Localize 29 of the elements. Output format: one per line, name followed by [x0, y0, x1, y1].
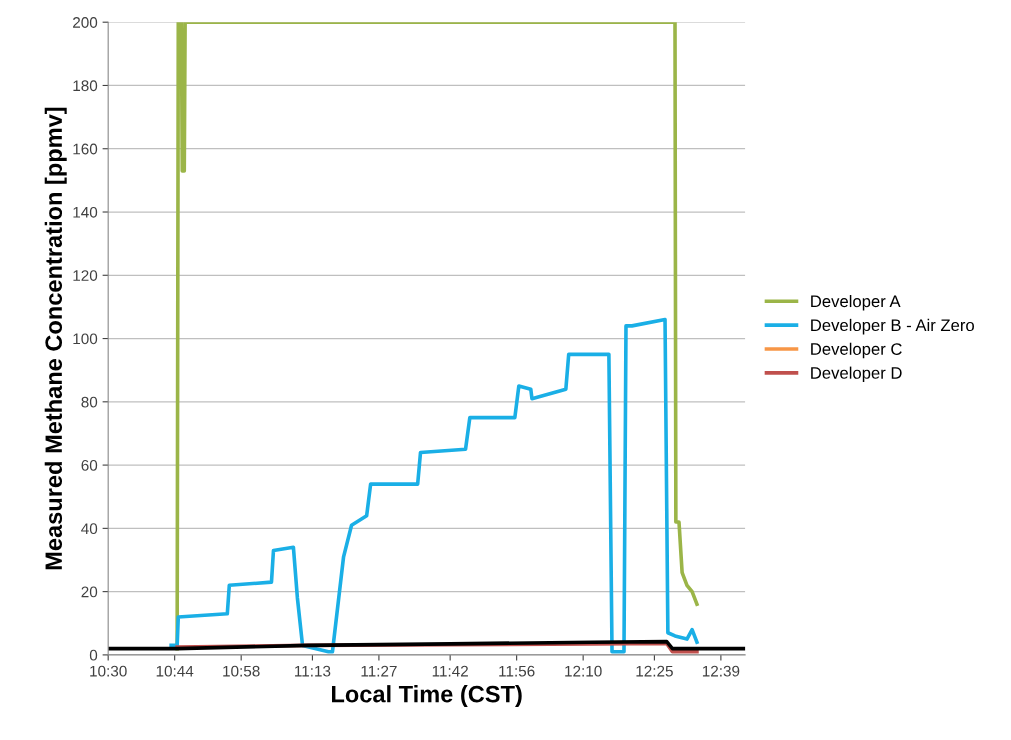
y-tick-label: 20 — [81, 586, 98, 598]
x-tick-label: 11:13 — [295, 665, 331, 677]
y-tick-label: 200 — [73, 17, 98, 28]
x-tick-label: 12:10 — [565, 665, 602, 677]
y-tick-label: 60 — [81, 459, 98, 471]
x-tick-label: 10:30 — [90, 665, 127, 677]
y-tick-label: 0 — [89, 649, 98, 661]
y-tick-label: 80 — [81, 396, 98, 408]
legend-label: Developer A — [811, 294, 901, 311]
y-tick-label: 160 — [73, 143, 98, 155]
x-tick-label: 11:42 — [432, 665, 468, 677]
x-tick-label: 11:27 — [361, 665, 397, 677]
y-axis-title: Measured Methane Concentration [ppmv] — [44, 107, 67, 570]
y-tick-label: 140 — [73, 206, 98, 218]
legend-label: Developer C — [811, 342, 902, 359]
line-series — [108, 639, 746, 651]
y-tick-label: 100 — [73, 333, 98, 345]
y-tick-label: 40 — [81, 523, 98, 535]
y-tick-label: 120 — [73, 270, 98, 281]
x-tick-label: 12:39 — [702, 665, 740, 677]
legend-label: Developer D — [811, 366, 902, 383]
x-tick-label: 10:44 — [156, 665, 194, 677]
line-series — [169, 317, 699, 654]
y-tick-label: 180 — [73, 80, 98, 92]
x-tick-label: 10:58 — [223, 665, 260, 677]
x-tick-label: 12:25 — [636, 665, 673, 677]
x-axis-title: Local Time (CST) — [332, 685, 522, 708]
legend-label: Developer B - Air Zero — [811, 318, 974, 335]
x-tick-label: 11:56 — [499, 665, 535, 677]
